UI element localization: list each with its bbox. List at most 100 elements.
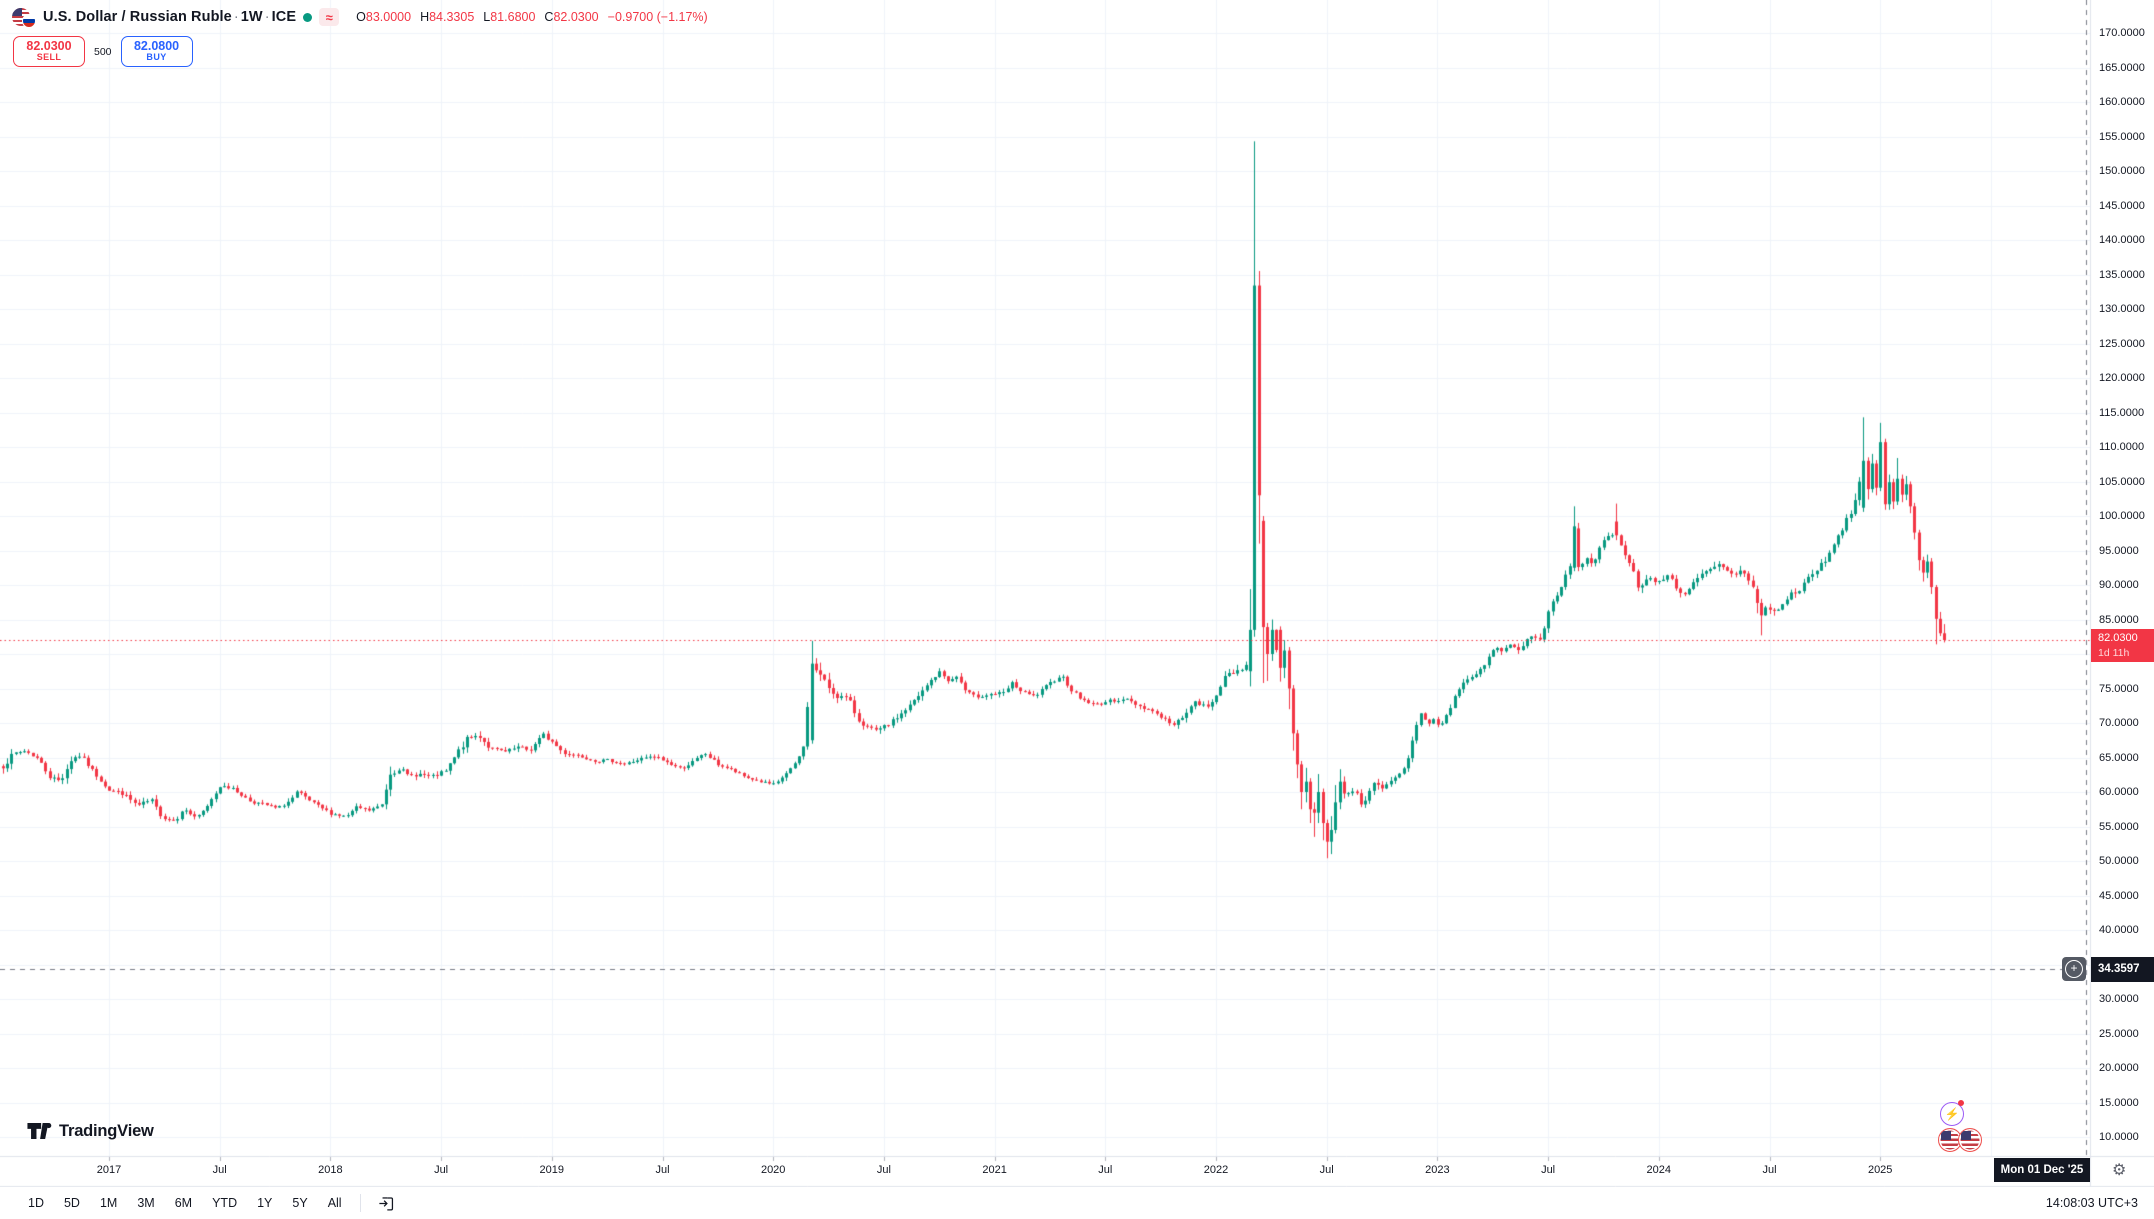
event-markers: ⚡ (1936, 1100, 1996, 1162)
price-axis-label: 120.0000 (2099, 372, 2145, 384)
crosshair-price-label: 34.3597 (2091, 956, 2154, 982)
time-axis-label: Jul (434, 1164, 449, 1176)
range-button-all[interactable]: All (327, 1196, 342, 1210)
range-button-6m[interactable]: 6M (174, 1196, 193, 1210)
time-axis-label: 2019 (539, 1164, 565, 1176)
time-axis-label: 2021 (982, 1164, 1007, 1176)
tradingview-logo-icon (27, 1123, 52, 1139)
order-panel: 82.0300 SELL 500 82.0800 BUY (13, 36, 193, 67)
tradingview-logo[interactable]: TradingView (26, 1120, 154, 1142)
time-axis-label: Jul (212, 1164, 227, 1176)
time-axis-label: Jul (1098, 1164, 1113, 1176)
buy-button[interactable]: 82.0800 BUY (120, 36, 193, 67)
time-axis-label: 2020 (760, 1164, 786, 1176)
pair-flag-icon (12, 7, 36, 28)
price-axis-label: 105.0000 (2099, 475, 2145, 488)
toolbar-divider (359, 1194, 361, 1212)
close-value: 82.0300 (553, 10, 599, 24)
market-status-dot-icon (303, 12, 313, 22)
close-label: C (544, 10, 554, 24)
tradingview-logo-text: TradingView (59, 1121, 154, 1140)
price-axis-label: 20.0000 (2099, 1062, 2139, 1074)
time-axis-label: 2024 (1646, 1164, 1672, 1176)
sell-button[interactable]: 82.0300 SELL (13, 36, 85, 67)
add-alert-plus-button[interactable]: + (2062, 956, 2086, 981)
time-axis-label: 2025 (1867, 1164, 1893, 1176)
price-axis-label: 55.0000 (2099, 820, 2139, 833)
open-value: 83.0000 (365, 10, 412, 24)
time-axis-label: 2017 (96, 1164, 122, 1176)
economic-event-bolt-icon[interactable]: ⚡ (1940, 1102, 1964, 1126)
time-axis-label: Jul (655, 1164, 670, 1176)
compare-button[interactable]: ≈ (319, 8, 340, 26)
calendar-goto-icon (378, 1196, 393, 1210)
range-button-5d[interactable]: 5D (63, 1196, 80, 1210)
us-flag-event-icon[interactable] (1958, 1128, 1982, 1152)
time-axis-label: Jul (1541, 1164, 1556, 1176)
price-axis-label: 140.0000 (2099, 234, 2145, 246)
range-button-ytd[interactable]: YTD (212, 1196, 238, 1210)
date-range-switcher: 1D 5D 1M 3M 6M YTD 1Y 5Y All (18, 1192, 352, 1214)
price-axis-label: 65.0000 (2099, 751, 2139, 764)
change-value: −0.9700 (−1.17%) (607, 10, 708, 24)
range-button-1m[interactable]: 1M (99, 1196, 118, 1210)
go-to-date-button[interactable] (369, 1192, 404, 1215)
price-axis[interactable]: 170.0000 165.0000 160.0000 155.0000 150.0000… (2091, 0, 2154, 1156)
symbol-legend: U.S. Dollar / Russian Ruble · 1W · ICE ≈ O83… (12, 5, 708, 29)
symbol-interval: 1W (240, 9, 263, 25)
notification-dot (1958, 1100, 1964, 1106)
price-axis-label: 30.0000 (2099, 993, 2139, 1005)
range-button-1y[interactable]: 1Y (257, 1196, 273, 1210)
price-axis-label: 155.0000 (2099, 130, 2145, 143)
high-label: H (420, 10, 430, 24)
price-axis-label: 170.0000 (2099, 27, 2145, 39)
price-axis-label: 125.0000 (2099, 337, 2145, 350)
price-axis-label: 150.0000 (2099, 165, 2145, 177)
price-axis-label: 135.0000 (2099, 268, 2145, 281)
time-axis-label: 2023 (1425, 1164, 1450, 1176)
clock-timezone-button[interactable]: 14:08:03 UTC+3 (2045, 1196, 2138, 1210)
title-separator: · (233, 9, 239, 25)
symbol-exchange: ICE (271, 9, 297, 25)
price-axis-label: 100.0000 (2099, 510, 2145, 522)
symbol-title[interactable]: U.S. Dollar / Russian Ruble · 1W · ICE (43, 9, 296, 25)
price-axis-label: 10.0000 (2099, 1131, 2139, 1143)
price-axis-label: 160.0000 (2099, 96, 2145, 108)
time-axis-label: Jul (1762, 1164, 1777, 1176)
price-axis-label: 85.0000 (2099, 613, 2139, 626)
price-axis-label: 95.0000 (2099, 544, 2139, 557)
time-axis[interactable]: 2017 Jul 2018 Jul 2019 Jul 2020 Jul 2021 Jul 2022 J… (0, 1157, 2090, 1186)
sell-price: 82.0300 (26, 39, 72, 54)
buy-price: 82.0800 (133, 39, 180, 54)
plus-icon: + (2065, 959, 2083, 978)
symbol-name: U.S. Dollar / Russian Ruble (43, 9, 232, 25)
range-button-5y[interactable]: 5Y (292, 1196, 308, 1210)
current-price-label: 82.0300 1d 11h (2091, 628, 2154, 662)
range-button-1d[interactable]: 1D (28, 1196, 44, 1210)
price-axis-label: 60.0000 (2099, 786, 2139, 798)
buy-label: BUY (146, 52, 167, 63)
time-axis-label: 2022 (1203, 1164, 1229, 1176)
axis-settings-gear-icon[interactable]: ⚙ (2112, 1162, 2127, 1179)
sell-label: SELL (36, 52, 62, 63)
price-axis-label: 15.0000 (2099, 1096, 2139, 1109)
open-label: O (356, 10, 366, 24)
title-separator: · (264, 9, 270, 25)
price-axis-label: 50.0000 (2099, 855, 2139, 867)
ohlc-values: O83.0000 H84.3305 L81.6800 C82.0300 −0.9… (356, 10, 708, 24)
price-axis-label: 40.0000 (2099, 924, 2139, 936)
price-axis-label: 110.0000 (2099, 441, 2145, 453)
ru-flag-icon (22, 14, 36, 28)
bar-close-countdown: 1d 11h (2098, 647, 2130, 660)
time-axis-label: Jul (876, 1164, 891, 1176)
range-button-3m[interactable]: 3M (137, 1196, 155, 1210)
quantity-field[interactable]: 500 (94, 45, 112, 58)
time-axis-label: Jul (1319, 1164, 1334, 1176)
price-axis-label: 145.0000 (2099, 199, 2145, 212)
low-label: L (483, 10, 491, 24)
price-axis-label: 45.0000 (2099, 889, 2139, 902)
crosshair-date-label: Mon 01 Dec '25 (1994, 1158, 2090, 1182)
current-price-value: 82.0300 (2098, 631, 2138, 644)
